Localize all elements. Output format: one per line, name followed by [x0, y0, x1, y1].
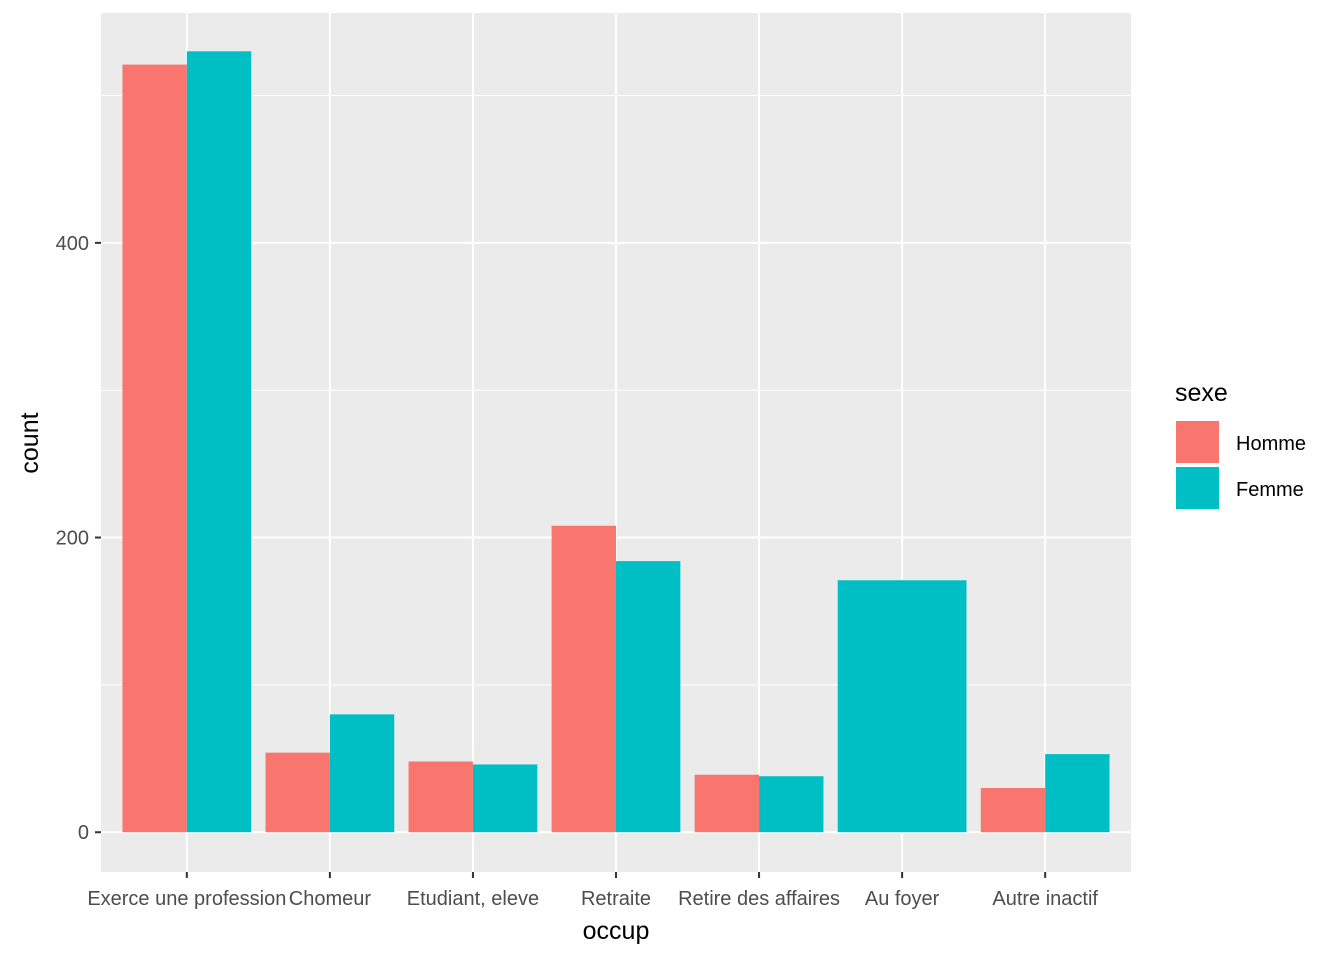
y-axis-title: count — [16, 412, 44, 473]
bar-femme-0 — [186, 51, 252, 833]
legend: sexe Homme Femme — [1175, 379, 1306, 509]
x-tick-label: Retire des affaires — [678, 888, 840, 910]
y-tick-label: 200 — [56, 528, 89, 550]
bar-homme-3 — [551, 525, 616, 833]
y-tick-label: 0 — [78, 822, 89, 844]
y-axis: 0 200 400 — [56, 233, 101, 844]
x-tick-label: Exerce une profession — [87, 888, 286, 910]
x-tick-label: Chomeur — [289, 888, 372, 910]
legend-title: sexe — [1175, 379, 1228, 407]
x-tick-label: Retraite — [581, 888, 651, 910]
bar-homme-1 — [265, 752, 330, 833]
bar-femme-6 — [1045, 754, 1110, 833]
legend-key-femme — [1176, 467, 1219, 509]
bar-homme-4 — [694, 774, 760, 833]
x-tick-label: Autre inactif — [992, 888, 1098, 910]
y-tick-label: 400 — [56, 233, 89, 255]
x-axis-title: occup — [583, 917, 650, 945]
legend-label-femme: Femme — [1236, 479, 1304, 501]
x-tick-label: Au foyer — [865, 888, 940, 910]
bar-femme-4 — [759, 776, 824, 833]
bar-homme-6 — [980, 788, 1046, 833]
x-axis: Exerce une profession Chomeur Etudiant, el… — [87, 872, 1098, 910]
bars-layer — [122, 51, 1110, 833]
x-tick-label: Etudiant, eleve — [407, 888, 539, 910]
bar-femme-2 — [472, 764, 538, 833]
bar-femme-3 — [616, 561, 681, 833]
legend-key-homme — [1176, 421, 1219, 463]
bar-femme-1 — [329, 714, 395, 833]
bar-homme-0 — [122, 64, 187, 833]
bar-homme-2 — [408, 761, 473, 833]
legend-label-homme: Homme — [1236, 433, 1306, 455]
bar-femme-5 — [837, 580, 967, 833]
